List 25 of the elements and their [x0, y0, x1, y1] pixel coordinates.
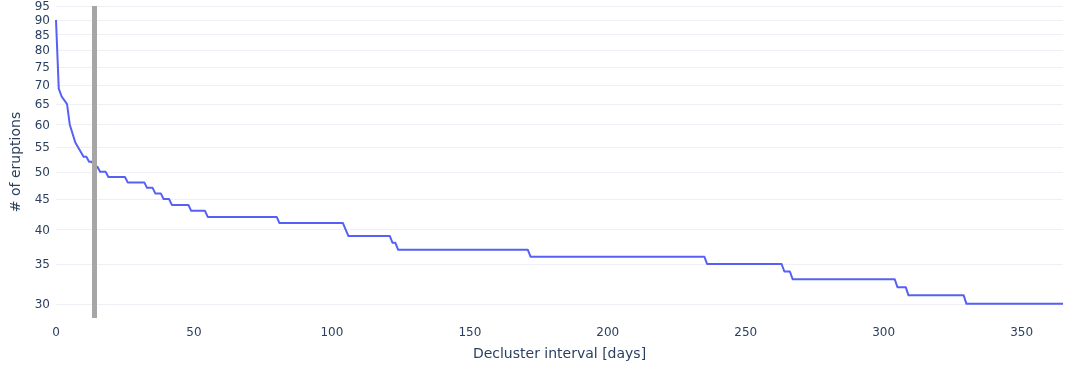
y-tick-label: 95 [34, 0, 50, 13]
y-tick-label: 60 [34, 117, 50, 132]
y-tick-label: 40 [34, 222, 50, 237]
x-tick-label: 0 [52, 325, 60, 339]
x-tick-label: 350 [1010, 325, 1034, 339]
y-tick-label: 30 [34, 296, 50, 311]
x-tick-label: 100 [320, 325, 344, 339]
x-tick-label: 250 [734, 325, 758, 339]
line-series [55, 18, 1064, 305]
y-tick-label: 55 [34, 140, 50, 155]
y-tick-label: 75 [34, 60, 50, 75]
x-tick-label: 50 [186, 325, 202, 339]
y-tick-label: 85 [34, 27, 50, 42]
y-tick-label: 65 [34, 97, 50, 112]
y-tick-label: 45 [34, 192, 50, 207]
x-tick-label: 150 [458, 325, 482, 339]
y-tick-label: 35 [34, 257, 50, 272]
y-tick-label: 90 [34, 12, 50, 27]
y-tick-label: 80 [34, 43, 50, 58]
y-tick-label: 70 [34, 77, 50, 92]
x-tick-label: 200 [596, 325, 620, 339]
y-tick-label: 50 [34, 164, 50, 179]
x-tick-label: 300 [872, 325, 896, 339]
y-axis-title: # of eruptions [7, 111, 23, 213]
x-axis-title: Decluster interval [days] [472, 345, 647, 361]
